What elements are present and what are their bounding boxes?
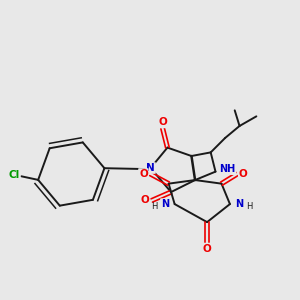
Text: O: O [203,244,212,254]
Text: N: N [236,199,244,209]
Text: O: O [158,117,167,128]
Text: H: H [246,202,252,211]
Text: N: N [146,163,155,173]
Text: O: O [140,196,149,206]
Text: H: H [151,202,158,211]
Text: O: O [139,169,148,179]
Text: N: N [161,199,169,209]
Text: NH: NH [219,164,236,174]
Text: O: O [239,169,248,179]
Text: Cl: Cl [8,170,20,180]
